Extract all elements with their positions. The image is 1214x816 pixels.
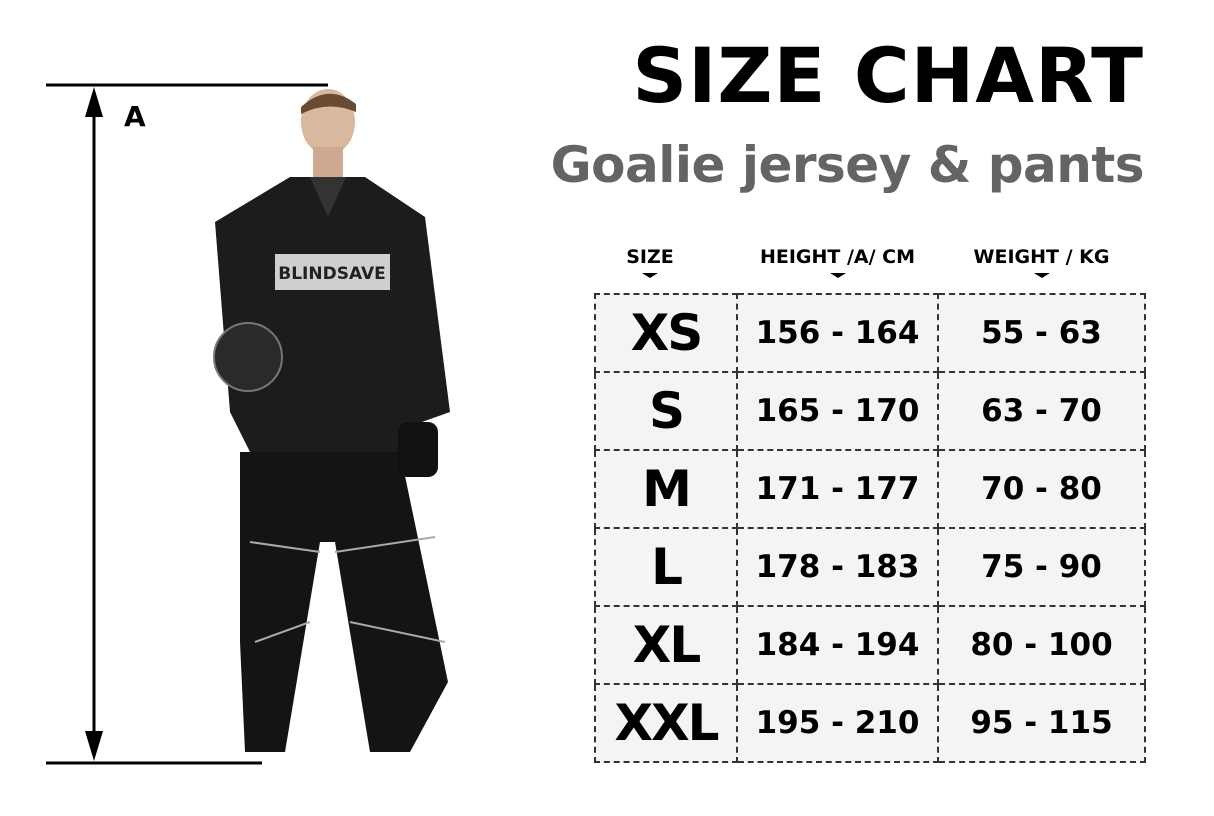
table-row: XL 184 - 194 80 - 100 xyxy=(594,605,1146,685)
weight-cell: 80 - 100 xyxy=(937,605,1146,685)
header-size: SIZE xyxy=(594,246,706,278)
table-row: XXL 195 - 210 95 - 115 xyxy=(594,683,1146,763)
down-triangle-icon xyxy=(829,273,846,278)
header-height: HEIGHT /A/ CM xyxy=(737,246,938,278)
height-cell: 156 - 164 xyxy=(736,293,939,373)
weight-cell: 70 - 80 xyxy=(937,449,1146,529)
height-cell: 195 - 210 xyxy=(736,683,939,763)
size-table: XS 156 - 164 55 - 63 S 165 - 170 63 - 70 M 17… xyxy=(594,293,1146,763)
page-title: SIZE CHART xyxy=(632,31,1144,120)
header-weight-label: WEIGHT / KG xyxy=(973,246,1110,268)
size-cell: XL xyxy=(594,605,738,685)
jersey-logo: BLINDSAVE xyxy=(278,264,385,284)
weight-cell: 95 - 115 xyxy=(937,683,1146,763)
page-subtitle: Goalie jersey & pants xyxy=(550,136,1145,194)
size-cell: XS xyxy=(594,293,738,373)
height-cell: 184 - 194 xyxy=(736,605,939,685)
measure-label-a: A xyxy=(124,100,146,133)
header-height-label: HEIGHT /A/ CM xyxy=(759,246,916,268)
weight-cell: 63 - 70 xyxy=(937,371,1146,451)
header-size-label: SIZE xyxy=(626,246,674,268)
size-cell: S xyxy=(594,371,738,451)
down-triangle-icon xyxy=(642,273,658,278)
table-row: XS 156 - 164 55 - 63 xyxy=(594,293,1146,373)
size-cell: XXL xyxy=(594,683,738,763)
height-cell: 178 - 183 xyxy=(736,527,939,607)
height-measure-arrow xyxy=(46,83,328,765)
table-row: L 178 - 183 75 - 90 xyxy=(594,527,1146,607)
size-cell: L xyxy=(594,527,738,607)
weight-cell: 75 - 90 xyxy=(937,527,1146,607)
header-weight: WEIGHT / KG xyxy=(938,246,1145,278)
size-cell: M xyxy=(594,449,738,529)
down-triangle-icon xyxy=(1033,273,1050,278)
height-cell: 165 - 170 xyxy=(736,371,939,451)
weight-cell: 55 - 63 xyxy=(937,293,1146,373)
goalie-photo: BLINDSAVE xyxy=(213,89,450,752)
table-row: S 165 - 170 63 - 70 xyxy=(594,371,1146,451)
height-cell: 171 - 177 xyxy=(736,449,939,529)
table-row: M 171 - 177 70 - 80 xyxy=(594,449,1146,529)
